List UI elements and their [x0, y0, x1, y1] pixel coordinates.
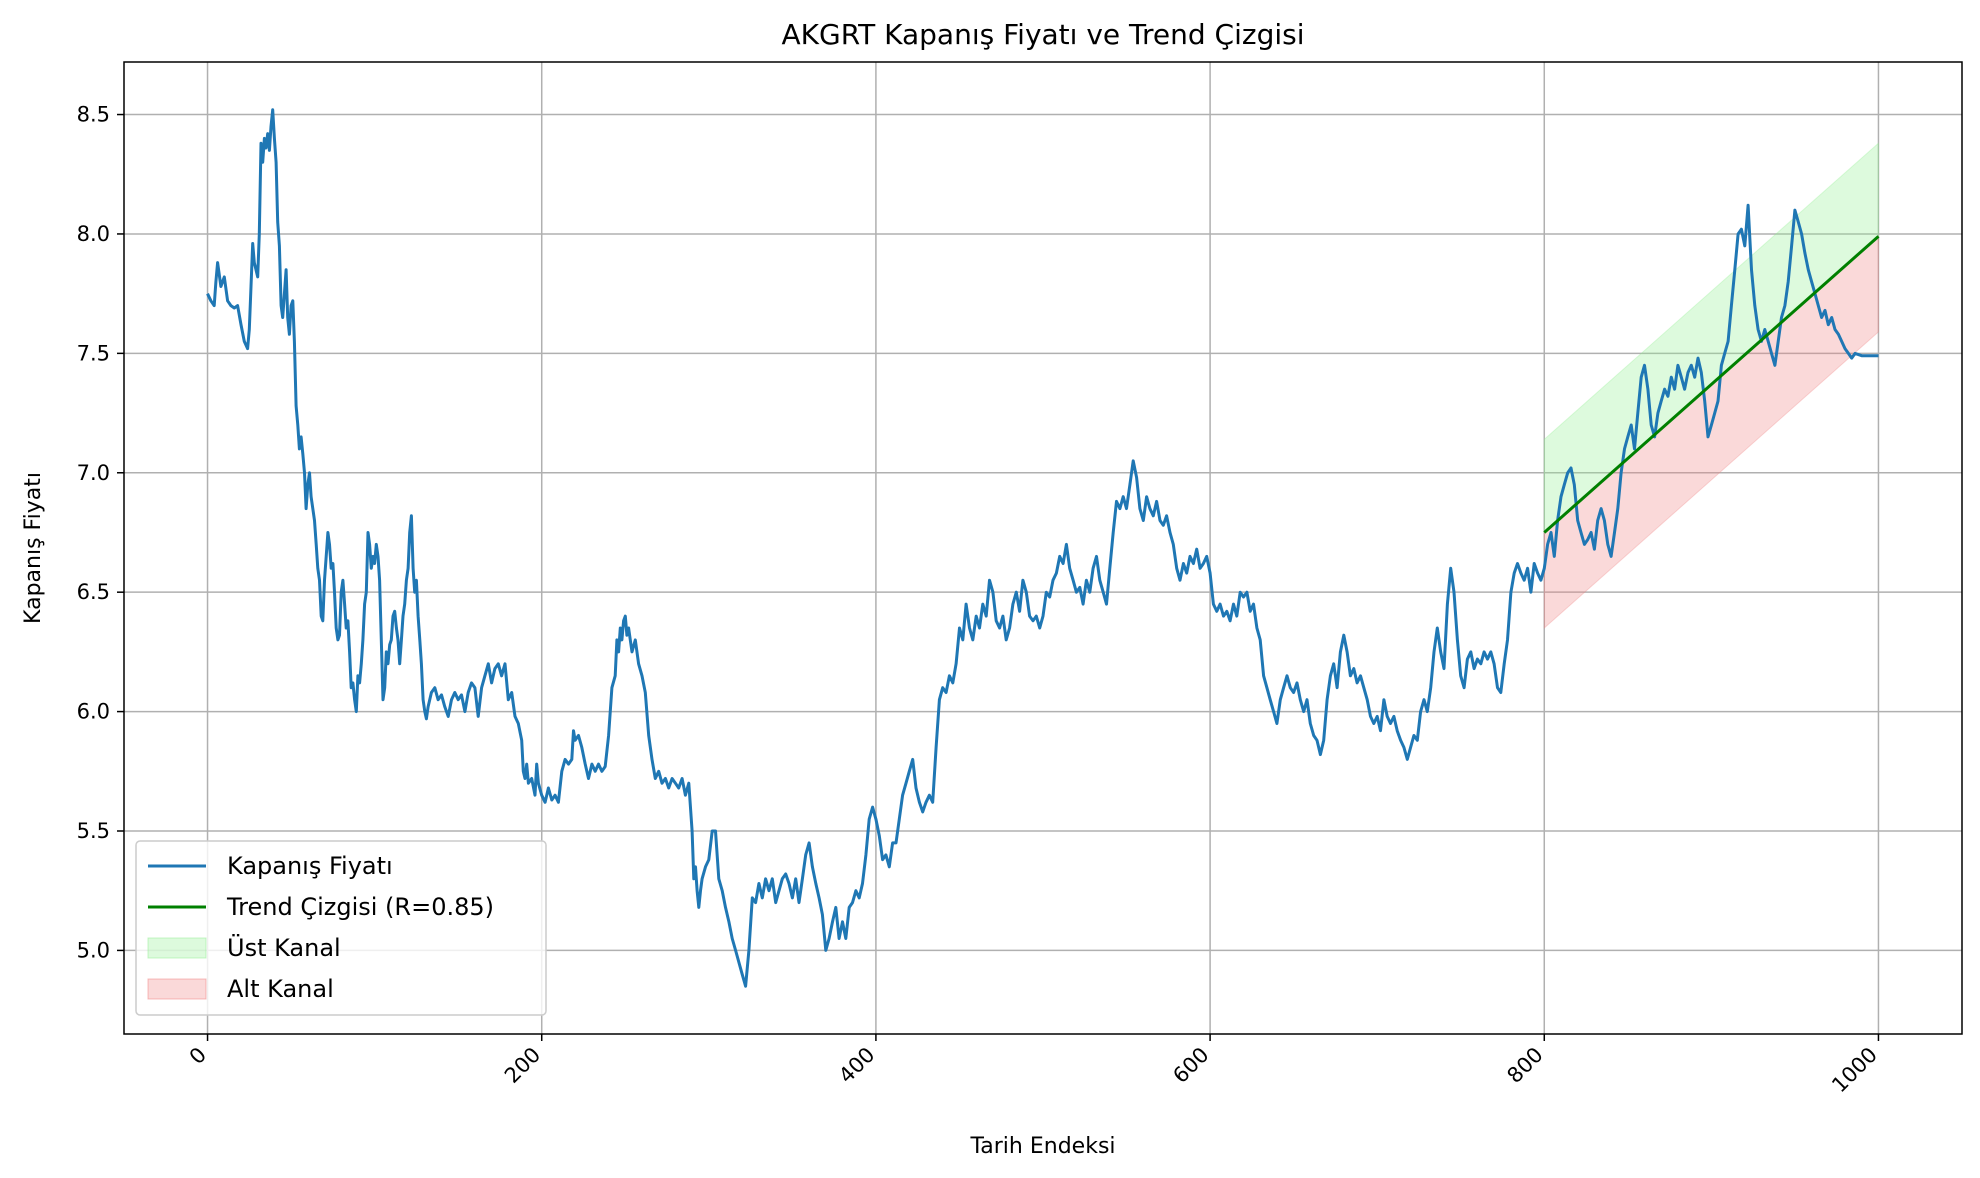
legend-frame	[135, 840, 547, 1016]
legend-label-trend: Trend Çizgisi (R=0.85)	[226, 893, 494, 921]
legend: Kapanış Fiyatı Trend Çizgisi (R=0.85) Üs…	[135, 840, 547, 1016]
y-tick-label: 8.5	[77, 103, 110, 127]
legend-swatch-upper	[147, 937, 207, 959]
legend-swatch-lower	[147, 978, 207, 1000]
plot-frame	[123, 61, 1963, 1035]
trend-line	[1543, 235, 1880, 534]
y-tick-label: 6.0	[77, 700, 110, 724]
chart-title: AKGRT Kapanış Fiyatı ve Trend Çizgisi	[781, 18, 1304, 51]
x-axis-label: Tarih Endeksi	[969, 1134, 1115, 1159]
y-tick-label: 8.0	[77, 222, 110, 246]
y-axis-ticks: 5.0 5.5 6.0 6.5 7.0 7.5 8.0 8.5	[77, 103, 124, 962]
y-tick-label: 5.5	[77, 819, 110, 843]
y-tick-label: 7.5	[77, 341, 110, 365]
legend-label-lower: Alt Kanal	[227, 975, 334, 1003]
y-axis-label: Kapanış Fiyatı	[21, 472, 46, 624]
y-tick-label: 7.0	[77, 461, 110, 485]
closing-price-line	[206, 108, 1879, 988]
legend-label-upper: Üst Kanal	[227, 933, 341, 962]
legend-label-price: Kapanış Fiyatı	[227, 852, 393, 880]
y-tick-label: 6.5	[77, 580, 110, 604]
y-tick-label: 5.0	[77, 938, 110, 962]
grid	[124, 62, 1962, 1034]
